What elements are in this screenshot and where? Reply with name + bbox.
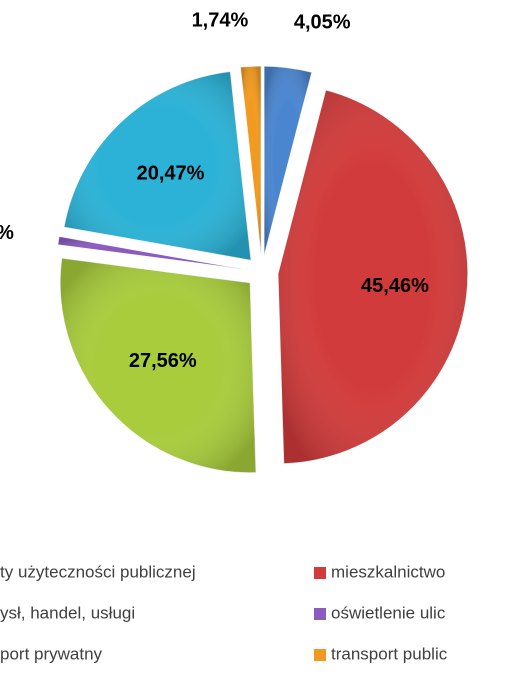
legend-swatch: [314, 567, 326, 579]
legend-label: oświetlenie ulic: [331, 603, 446, 622]
legend-label: ty użyteczności publicznej: [0, 562, 196, 581]
legend-swatch: [314, 608, 326, 620]
legend-label: port prywatny: [0, 644, 103, 663]
data-label: 0,72%: [0, 222, 14, 244]
legend: ty użyteczności publicznej mieszkalnictwo…: [0, 562, 448, 663]
data-label: 1,74%: [192, 10, 249, 32]
legend-label: mieszkalnictwo: [331, 562, 445, 581]
data-label: 27,56%: [129, 350, 197, 372]
legend-label: ysł, handel, usługi: [0, 603, 135, 622]
data-label: 20,47%: [137, 163, 205, 185]
legend-label: transport public: [331, 644, 448, 663]
data-label: 4,05%: [294, 11, 351, 33]
legend-swatch: [314, 649, 326, 661]
pie: 4,05% 45,46% 27,56% 0,72% 20,47% 1,74%: [0, 10, 469, 474]
data-label: 45,46%: [361, 275, 429, 297]
